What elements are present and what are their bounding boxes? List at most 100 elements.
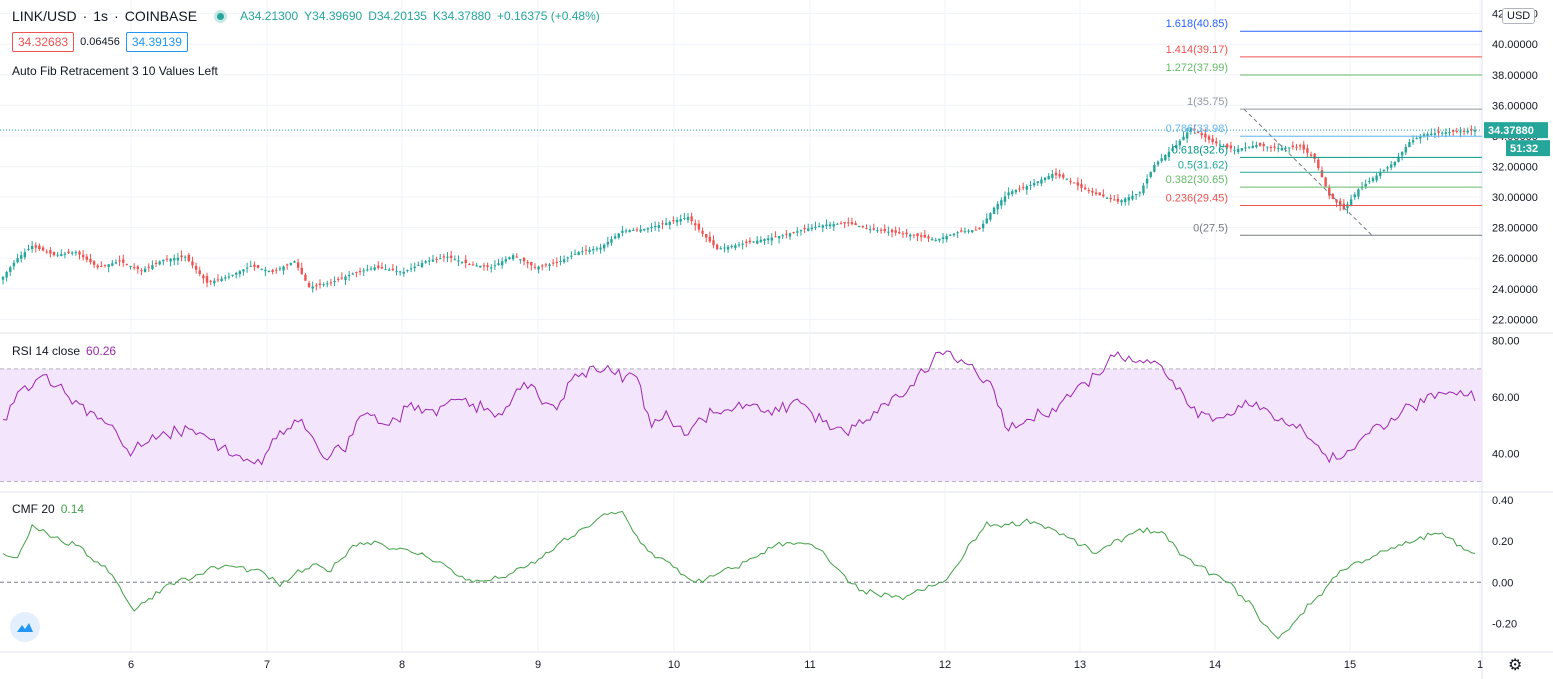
candle-body bbox=[1, 276, 5, 280]
candle-body bbox=[111, 263, 114, 266]
candle-body bbox=[883, 228, 886, 232]
candle-body bbox=[807, 228, 810, 231]
candle-body bbox=[158, 261, 161, 265]
candle-body bbox=[836, 223, 839, 225]
candle-body bbox=[1124, 198, 1127, 203]
candle-body bbox=[697, 223, 701, 230]
currency-button[interactable]: USD bbox=[1502, 8, 1536, 24]
sell-button[interactable]: 34.32683 bbox=[12, 32, 75, 52]
candle-body bbox=[1043, 177, 1047, 181]
candle-body bbox=[1313, 153, 1316, 159]
fib-level-label: 0.786(33.98) bbox=[1166, 123, 1228, 135]
candle-body bbox=[814, 226, 817, 228]
candle-body bbox=[1284, 147, 1287, 149]
candle-body bbox=[384, 269, 387, 271]
candle-body bbox=[734, 245, 737, 248]
interval[interactable]: 1s bbox=[93, 8, 109, 24]
candle-body bbox=[1182, 136, 1185, 141]
candle-body bbox=[945, 236, 948, 240]
x-tick-label: 9 bbox=[535, 659, 541, 671]
candle-body bbox=[930, 239, 934, 241]
candle-body bbox=[493, 265, 497, 267]
y-tick-label: 60.00 bbox=[1492, 392, 1520, 404]
candle-body bbox=[879, 229, 883, 231]
candle-body bbox=[453, 259, 457, 261]
candle-body bbox=[599, 247, 602, 250]
candle-body bbox=[613, 236, 617, 239]
candle-body bbox=[16, 258, 19, 263]
candle-body bbox=[1014, 189, 1018, 193]
candle-body bbox=[646, 228, 650, 230]
candle-body bbox=[468, 264, 471, 266]
candle-body bbox=[191, 261, 194, 266]
candle-body bbox=[1178, 140, 1182, 146]
candle-body bbox=[737, 244, 741, 246]
candle-body bbox=[471, 264, 475, 266]
rsi-legend[interactable]: RSI 14 close 60.26 bbox=[12, 344, 116, 358]
candle-body bbox=[1255, 145, 1258, 148]
candle-body bbox=[1269, 146, 1273, 148]
x-tick-label: 15 bbox=[1344, 659, 1356, 671]
candle-body bbox=[595, 248, 599, 250]
candle-body bbox=[541, 265, 544, 267]
candle-body bbox=[395, 270, 398, 272]
open-value: A34.21300 bbox=[240, 9, 299, 23]
candle-body bbox=[621, 230, 624, 233]
candle-body bbox=[388, 269, 391, 271]
candle-body bbox=[1466, 130, 1469, 133]
candle-body bbox=[628, 230, 631, 233]
candle-body bbox=[1364, 183, 1367, 187]
x-tick-label: 14 bbox=[1209, 659, 1221, 671]
candle-body bbox=[1200, 133, 1203, 136]
candle-body bbox=[1277, 148, 1280, 150]
candle-body bbox=[311, 286, 314, 289]
candle-body bbox=[828, 224, 832, 227]
candle-body bbox=[162, 259, 165, 262]
candle-body bbox=[602, 244, 606, 249]
candle-body bbox=[366, 269, 369, 271]
candle-body bbox=[1036, 181, 1039, 183]
candle-body bbox=[183, 256, 187, 258]
candle-body bbox=[1142, 185, 1145, 194]
candle-body bbox=[934, 239, 937, 241]
candle-body bbox=[1229, 145, 1233, 149]
candle-body bbox=[1080, 184, 1083, 188]
symbol-header: LINK/USD · 1s · COINBASE A34.21300 Y34.3… bbox=[12, 8, 600, 24]
candle-body bbox=[970, 230, 974, 233]
buy-button[interactable]: 34.39139 bbox=[125, 32, 188, 52]
candle-body bbox=[406, 270, 409, 272]
candle-body bbox=[151, 265, 154, 270]
candle-body bbox=[981, 223, 985, 229]
y-tick-label: 0.20 bbox=[1492, 536, 1513, 548]
candle-body bbox=[792, 232, 795, 234]
gear-icon[interactable]: ⚙ bbox=[1508, 657, 1523, 674]
tradingview-logo-icon[interactable] bbox=[10, 612, 40, 642]
candle-body bbox=[1000, 200, 1003, 206]
candle-body bbox=[1047, 175, 1050, 180]
candle-body bbox=[194, 266, 198, 270]
candle-body bbox=[1386, 167, 1389, 169]
candle-body bbox=[1058, 174, 1061, 177]
candle-body bbox=[1120, 200, 1123, 203]
candle-body bbox=[548, 264, 551, 267]
symbol-name[interactable]: LINK/USD bbox=[12, 8, 77, 24]
candle-body bbox=[439, 258, 442, 260]
cmf-legend[interactable]: CMF 20 0.14 bbox=[12, 502, 84, 516]
candle-body bbox=[81, 254, 85, 258]
candle-body bbox=[45, 251, 48, 253]
candle-body bbox=[963, 231, 967, 233]
candle-body bbox=[227, 276, 231, 278]
candle-body bbox=[27, 249, 30, 251]
candle-body bbox=[1331, 194, 1335, 199]
candle-body bbox=[530, 261, 533, 266]
candle-body bbox=[748, 240, 752, 243]
y-tick-label: 40.00 bbox=[1492, 448, 1520, 460]
fib-legend[interactable]: Auto Fib Retracement 3 10 Values Left bbox=[12, 64, 218, 78]
candle-body bbox=[715, 244, 719, 250]
candle-body bbox=[1368, 181, 1371, 183]
candle-body bbox=[679, 218, 682, 222]
candle-body bbox=[326, 283, 329, 285]
candle-body bbox=[256, 265, 260, 268]
candle-body bbox=[1280, 147, 1284, 151]
